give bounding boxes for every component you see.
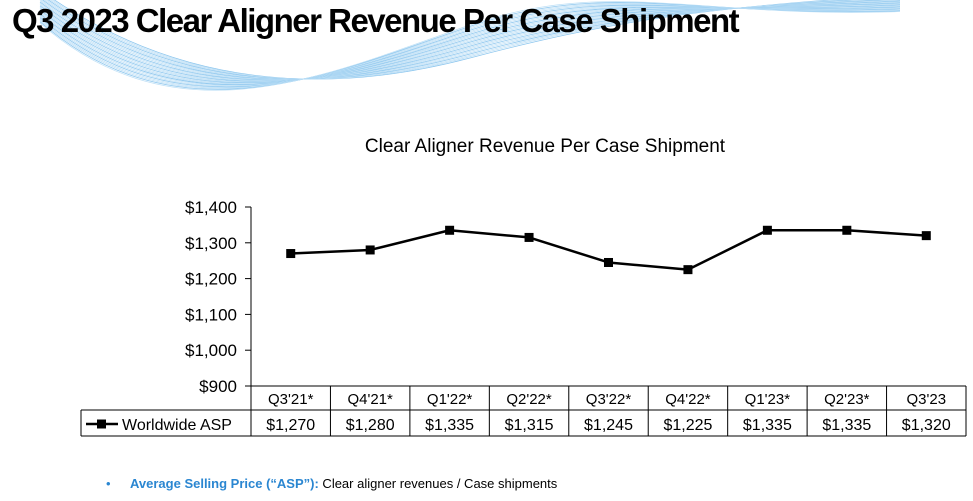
data-point xyxy=(762,225,772,235)
x-tick-label: Q3'21* xyxy=(268,391,314,408)
data-label: $1,280 xyxy=(346,417,395,434)
y-tick-label: $1,100 xyxy=(185,305,237,324)
data-label: $1,335 xyxy=(425,417,474,434)
page-title: Q3 2023 Clear Aligner Revenue Per Case S… xyxy=(12,2,740,39)
data-point xyxy=(286,249,296,259)
x-tick-label: Q3'23 xyxy=(906,391,946,408)
footnote-bullet: • xyxy=(106,476,111,491)
x-tick-label: Q4'22* xyxy=(665,391,711,408)
data-point xyxy=(842,225,852,235)
data-point xyxy=(921,231,931,241)
y-tick-label: $1,000 xyxy=(185,341,237,360)
data-point xyxy=(524,232,534,242)
footnote-term: Average Selling Price (“ASP”): xyxy=(130,476,319,491)
wave-line xyxy=(39,1,901,91)
data-point xyxy=(365,245,375,255)
x-tick-label: Q2'22* xyxy=(506,391,552,408)
x-tick-label: Q3'22* xyxy=(586,391,632,408)
y-tick-label: $1,400 xyxy=(185,198,237,217)
x-tick-label: Q2'23* xyxy=(824,391,870,408)
decorative-wave-lines xyxy=(39,0,901,91)
data-label: $1,335 xyxy=(822,417,871,434)
data-point xyxy=(604,257,613,267)
footnote-text: Clear aligner revenues / Case shipments xyxy=(318,476,558,491)
legend-series-name: Worldwide ASP xyxy=(122,417,232,434)
y-tick-label: $1,300 xyxy=(185,234,237,253)
data-label: $1,315 xyxy=(505,417,554,434)
chart-title: Clear Aligner Revenue Per Case Shipment xyxy=(364,136,726,157)
footnote: • Average Selling Price (“ASP”): Clear al… xyxy=(106,476,557,491)
data-label: $1,270 xyxy=(266,417,315,434)
legend-marker xyxy=(97,419,106,429)
x-tick-label: Q1'22* xyxy=(427,391,473,408)
x-tick-label: Q1'23* xyxy=(745,391,791,408)
y-tick-label: $1,200 xyxy=(185,270,237,289)
data-label: $1,320 xyxy=(902,417,951,434)
y-tick-label: $900 xyxy=(199,377,237,396)
data-point xyxy=(683,265,693,275)
data-label: $1,225 xyxy=(663,417,712,434)
data-point xyxy=(445,225,455,235)
x-tick-label: Q4'21* xyxy=(347,391,393,408)
data-label: $1,245 xyxy=(584,417,633,434)
data-label: $1,335 xyxy=(743,417,792,434)
